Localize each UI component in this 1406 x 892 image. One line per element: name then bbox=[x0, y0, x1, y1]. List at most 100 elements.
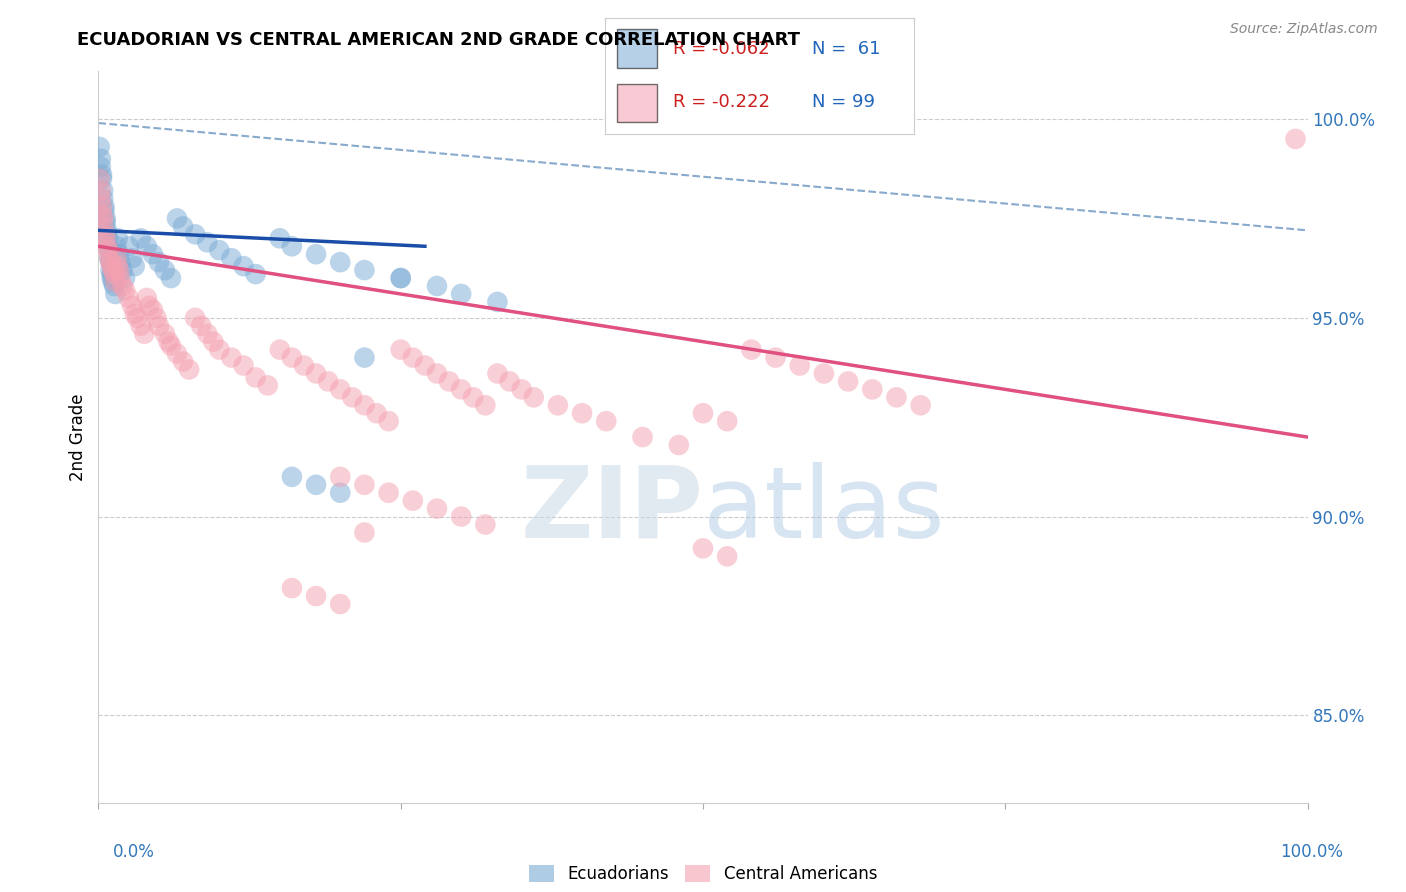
Point bbox=[281, 470, 304, 484]
Point bbox=[450, 509, 472, 524]
Text: ZIP: ZIP bbox=[520, 462, 703, 558]
Point bbox=[135, 291, 157, 305]
Point bbox=[232, 259, 254, 273]
Point bbox=[148, 255, 170, 269]
Point bbox=[450, 383, 472, 397]
Point bbox=[103, 267, 125, 281]
Point bbox=[100, 255, 122, 269]
Point bbox=[105, 239, 128, 253]
Point bbox=[94, 215, 117, 229]
Point bbox=[93, 227, 115, 242]
Point bbox=[101, 263, 124, 277]
Point bbox=[124, 307, 146, 321]
Point bbox=[166, 346, 188, 360]
Point bbox=[389, 343, 412, 357]
Point bbox=[510, 383, 533, 397]
Point bbox=[91, 171, 114, 186]
Point bbox=[91, 184, 114, 198]
Point bbox=[668, 438, 690, 452]
Point bbox=[886, 390, 908, 404]
Point bbox=[108, 263, 131, 277]
Point bbox=[353, 477, 375, 491]
Point bbox=[114, 283, 136, 297]
Point bbox=[413, 359, 436, 373]
Point bbox=[108, 271, 131, 285]
Point bbox=[114, 271, 136, 285]
Point bbox=[172, 219, 194, 234]
Point bbox=[292, 359, 315, 373]
Point bbox=[97, 231, 120, 245]
Point bbox=[129, 231, 152, 245]
Point bbox=[450, 287, 472, 301]
Text: 100.0%: 100.0% bbox=[1279, 843, 1343, 861]
Point bbox=[221, 251, 243, 265]
Point bbox=[157, 334, 180, 349]
Point bbox=[377, 414, 399, 428]
Point bbox=[860, 383, 883, 397]
Text: atlas: atlas bbox=[703, 462, 945, 558]
Point bbox=[221, 351, 243, 365]
Point bbox=[93, 200, 115, 214]
Point bbox=[190, 318, 212, 333]
Point bbox=[134, 326, 156, 341]
Point bbox=[692, 406, 714, 420]
Point bbox=[305, 589, 328, 603]
Point bbox=[245, 267, 267, 281]
Point bbox=[389, 271, 412, 285]
Point bbox=[104, 287, 127, 301]
Point bbox=[138, 299, 160, 313]
Text: Source: ZipAtlas.com: Source: ZipAtlas.com bbox=[1230, 22, 1378, 37]
Point bbox=[90, 192, 112, 206]
Point bbox=[172, 354, 194, 368]
Point bbox=[716, 549, 738, 564]
Point bbox=[316, 375, 339, 389]
Point bbox=[111, 279, 134, 293]
Point bbox=[813, 367, 835, 381]
Point bbox=[135, 239, 157, 253]
Point bbox=[269, 343, 291, 357]
Point bbox=[91, 200, 114, 214]
Point bbox=[108, 247, 131, 261]
Point bbox=[910, 398, 932, 412]
Point bbox=[256, 378, 278, 392]
Point bbox=[353, 525, 375, 540]
Point bbox=[94, 231, 117, 245]
Point bbox=[103, 279, 125, 293]
Point bbox=[111, 263, 134, 277]
Text: ECUADORIAN VS CENTRAL AMERICAN 2ND GRADE CORRELATION CHART: ECUADORIAN VS CENTRAL AMERICAN 2ND GRADE… bbox=[77, 31, 800, 49]
Point bbox=[716, 414, 738, 428]
Point bbox=[89, 171, 111, 186]
Point bbox=[195, 235, 218, 250]
Point bbox=[202, 334, 225, 349]
Point bbox=[100, 263, 122, 277]
Point bbox=[90, 184, 112, 198]
Point bbox=[148, 318, 170, 333]
Point bbox=[353, 351, 375, 365]
Point bbox=[97, 244, 120, 258]
Point bbox=[571, 406, 593, 420]
Point bbox=[91, 168, 114, 182]
Point bbox=[105, 251, 128, 265]
Point bbox=[98, 251, 121, 265]
Point bbox=[184, 227, 207, 242]
Point bbox=[153, 326, 176, 341]
Point bbox=[305, 477, 328, 491]
Point bbox=[523, 390, 546, 404]
Point bbox=[91, 219, 114, 234]
Point bbox=[90, 152, 112, 166]
Point bbox=[118, 291, 141, 305]
Point bbox=[100, 255, 122, 269]
Text: N =  61: N = 61 bbox=[811, 39, 880, 58]
Point bbox=[208, 343, 231, 357]
Point bbox=[232, 359, 254, 373]
Point bbox=[96, 227, 118, 242]
Point bbox=[97, 239, 120, 253]
Point bbox=[426, 279, 449, 293]
Point bbox=[104, 275, 127, 289]
Point bbox=[463, 390, 485, 404]
Point bbox=[98, 251, 121, 265]
Point bbox=[402, 493, 425, 508]
Point bbox=[269, 231, 291, 245]
Point bbox=[740, 343, 762, 357]
Point bbox=[184, 310, 207, 325]
